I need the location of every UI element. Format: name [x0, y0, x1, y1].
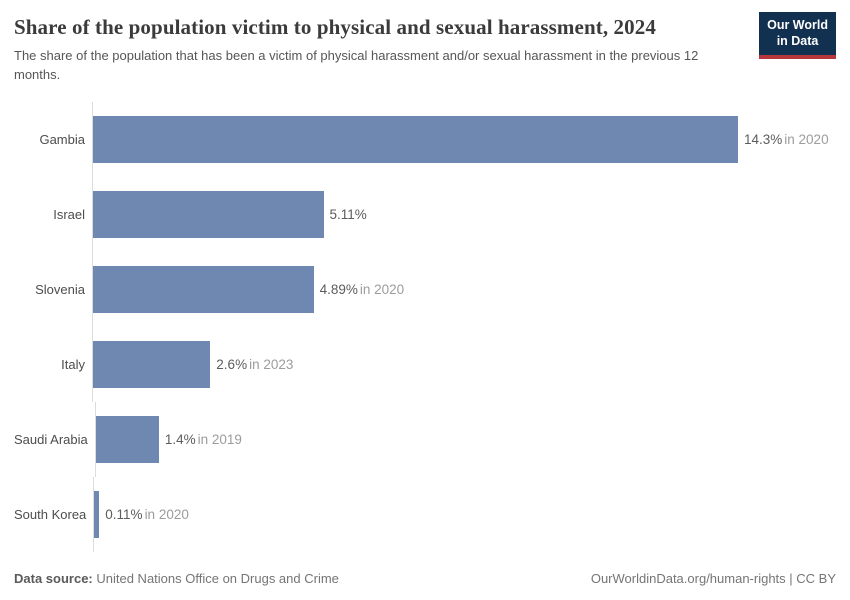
value-group: 5.11% — [330, 207, 367, 222]
chart-row: South Korea 0.11% in 2020 — [14, 476, 836, 552]
owid-logo-line2: in Data — [776, 33, 819, 48]
plot-area: 14.3% in 2020 — [92, 101, 836, 177]
plot-area: 4.89% in 2020 — [92, 251, 836, 327]
value-label: 1.4% — [164, 431, 196, 447]
value-label: 4.89% — [319, 281, 358, 297]
chart-row: Saudi Arabia 1.4% in 2019 — [14, 401, 836, 477]
plot-area: 1.4% in 2019 — [94, 401, 836, 477]
year-label: in 2020 — [359, 281, 405, 297]
chart-header: Share of the population victim to physic… — [14, 12, 836, 85]
plot-area: 5.11% — [92, 176, 836, 252]
owid-logo-line1: Our World — [767, 18, 828, 32]
year-label: in 2019 — [197, 431, 242, 447]
value-group: 1.4% in 2019 — [165, 432, 242, 447]
value-label: 5.11% — [329, 206, 367, 222]
category-label: Saudi Arabia — [14, 431, 88, 447]
bar[interactable] — [95, 415, 159, 463]
chart-subtitle: The share of the population that has bee… — [14, 48, 699, 83]
data-source-text: United Nations Office on Drugs and Crime — [92, 571, 339, 586]
bar[interactable] — [93, 265, 314, 313]
bar[interactable] — [93, 115, 738, 163]
value-label: 2.6% — [216, 356, 248, 372]
category-label: Slovenia — [35, 281, 85, 297]
value-group: 0.11% in 2020 — [105, 507, 189, 522]
plot-area: 0.11% in 2020 — [93, 476, 836, 552]
header-titles: Share of the population victim to physic… — [14, 14, 714, 85]
owid-cc-link[interactable]: OurWorldinData.org/human-rights | CC BY — [590, 571, 836, 586]
year-label: in 2020 — [144, 506, 189, 522]
category-label: Israel — [53, 206, 85, 222]
value-group: 14.3% in 2020 — [744, 132, 829, 147]
data-source-prefix: Data source: — [14, 571, 93, 586]
owid-logo: Our World in Data — [759, 12, 836, 60]
value-group: 2.6% in 2023 — [216, 357, 293, 372]
bar[interactable] — [94, 490, 100, 538]
value-group: 4.89% in 2020 — [320, 282, 405, 297]
chart-row: Israel 5.11% — [14, 176, 836, 252]
data-source: Data source: United Nations Office on Dr… — [14, 571, 339, 586]
plot-area: 2.6% in 2023 — [92, 326, 836, 402]
chart-row: Slovenia 4.89% in 2020 — [14, 251, 836, 327]
chart-footer: Data source: United Nations Office on Dr… — [14, 571, 836, 586]
bar-chart: Gambia 14.3% in 2020 Israel 5.11% Sloveni… — [14, 101, 836, 552]
category-label: Gambia — [39, 131, 85, 147]
chart-row: Italy 2.6% in 2023 — [14, 326, 836, 402]
page-title: Share of the population victim to physic… — [14, 15, 656, 39]
bar[interactable] — [93, 190, 324, 238]
chart-row: Gambia 14.3% in 2020 — [14, 101, 836, 177]
value-label: 14.3% — [744, 131, 783, 147]
year-label: in 2020 — [784, 131, 829, 147]
bar[interactable] — [93, 340, 211, 388]
category-label: Italy — [61, 356, 85, 372]
category-label: South Korea — [14, 506, 87, 522]
value-label: 0.11% — [105, 506, 143, 522]
year-label: in 2023 — [249, 356, 294, 372]
